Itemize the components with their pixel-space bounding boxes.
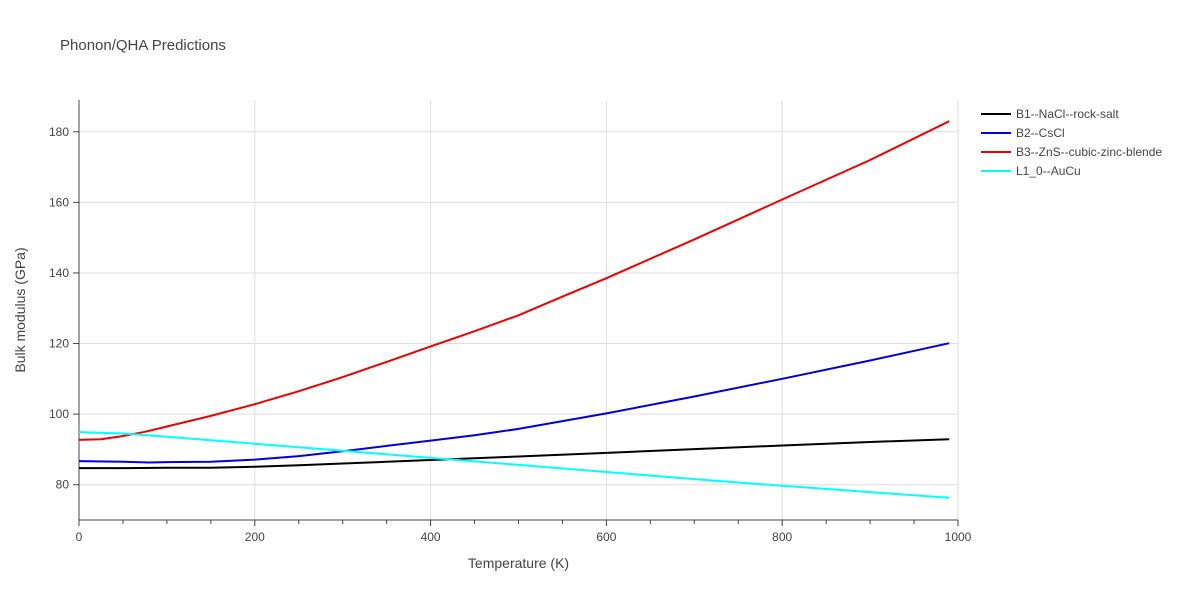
y-axis-title: Bulk modulus (GPa)	[12, 247, 28, 372]
series-line-4	[78, 431, 950, 499]
x-tick-label: 200	[245, 530, 265, 544]
x-tick-label: 0	[76, 530, 83, 544]
chart-title: Phonon/QHA Predictions	[60, 37, 226, 54]
y-tick-label: 80	[56, 478, 70, 492]
grid	[79, 100, 959, 520]
x-tick-label: 1000	[945, 530, 972, 544]
x-axis-title: Temperature (K)	[468, 555, 569, 571]
plot-area	[78, 120, 950, 499]
y-tick-label: 120	[49, 337, 69, 351]
axes	[73, 100, 959, 526]
legend-item-4[interactable]: L1_0--AuCu	[981, 164, 1081, 178]
tick-labels: 0 200 400 600 800 1000 80 100 120 140 160 180	[49, 125, 972, 544]
legend-label: L1_0--AuCu	[1016, 164, 1081, 178]
legend-item-2[interactable]: B2--CsCl	[981, 126, 1065, 140]
legend-item-3[interactable]: B3--ZnS--cubic-zinc-blende	[981, 145, 1162, 159]
y-tick-label: 100	[49, 407, 69, 421]
legend[interactable]: B1--NaCl--rock-salt B2--CsCl B3--ZnS--cubi…	[981, 107, 1162, 178]
series-line-1	[79, 438, 950, 470]
y-tick-label: 180	[49, 125, 69, 139]
y-tick-label: 160	[49, 195, 69, 209]
legend-item-1[interactable]: B1--NaCl--rock-salt	[981, 107, 1119, 121]
legend-label: B2--CsCl	[1016, 126, 1065, 140]
x-tick-label: 400	[421, 530, 441, 544]
legend-label: B3--ZnS--cubic-zinc-blende	[1016, 145, 1162, 159]
y-tick-label: 140	[49, 266, 69, 280]
x-tick-label: 800	[772, 530, 792, 544]
x-tick-label: 600	[596, 530, 616, 544]
series-line-2	[78, 342, 950, 464]
legend-label: B1--NaCl--rock-salt	[1016, 107, 1119, 121]
series-line-3	[78, 120, 950, 441]
